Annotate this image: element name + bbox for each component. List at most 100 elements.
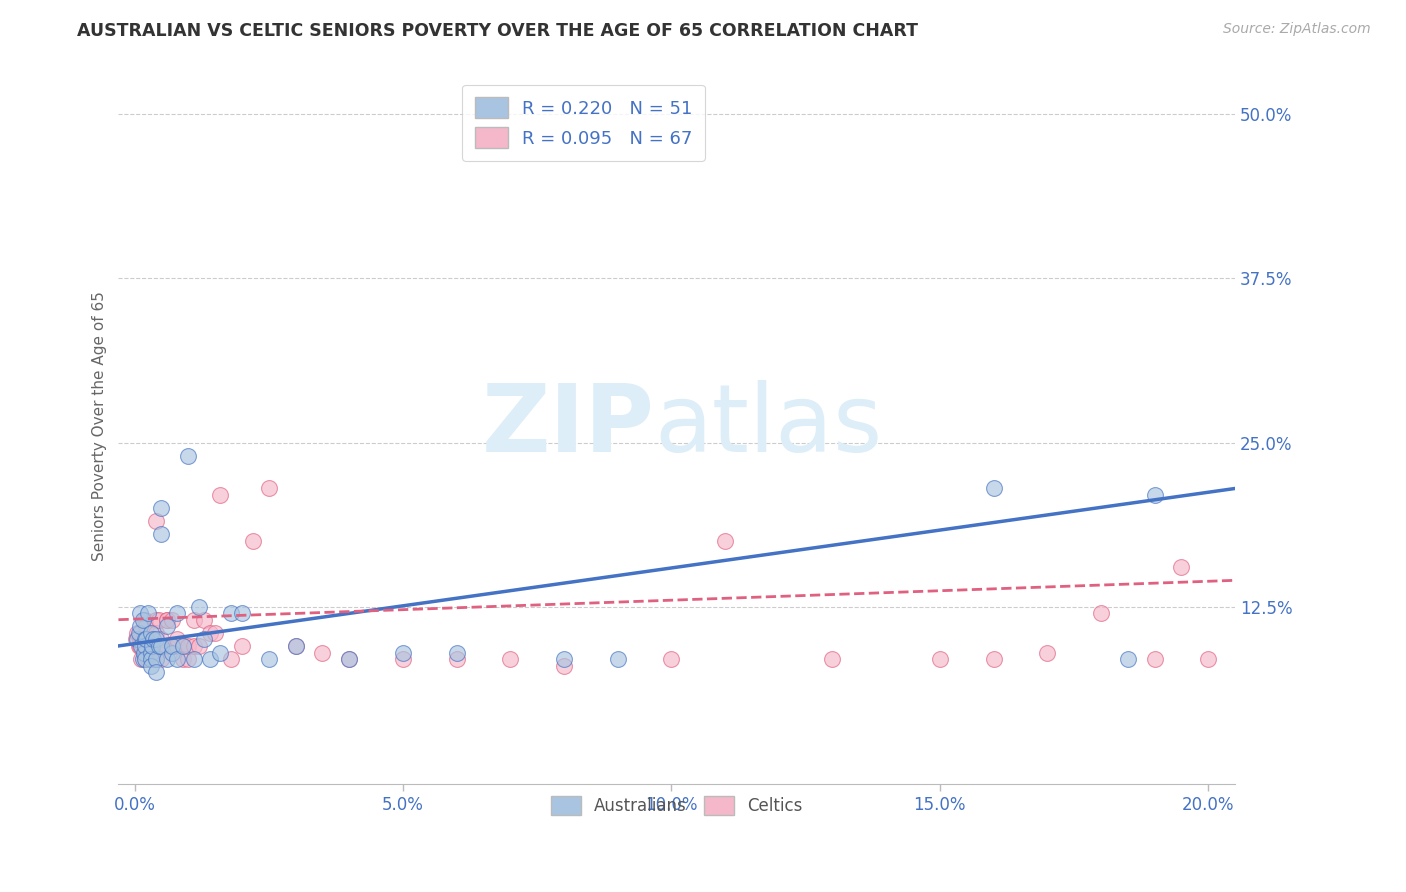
Point: [172, 639, 194, 653]
Point: [139, 625, 162, 640]
Point: [231, 606, 253, 620]
Point: [139, 646, 162, 660]
Point: [134, 646, 156, 660]
Point: [392, 646, 415, 660]
Point: [1116, 652, 1139, 666]
Point: [928, 652, 950, 666]
Point: [156, 619, 179, 633]
Point: [166, 632, 188, 647]
Point: [1170, 560, 1192, 574]
Point: [219, 606, 242, 620]
Point: [150, 632, 173, 647]
Point: [127, 632, 149, 647]
Text: ZIP: ZIP: [482, 380, 654, 472]
Point: [145, 514, 167, 528]
Point: [136, 652, 159, 666]
Point: [172, 652, 194, 666]
Point: [139, 658, 162, 673]
Point: [446, 652, 468, 666]
Point: [284, 639, 307, 653]
Point: [188, 639, 211, 653]
Point: [135, 619, 157, 633]
Point: [136, 606, 159, 620]
Point: [198, 625, 221, 640]
Point: [150, 639, 173, 653]
Point: [141, 639, 163, 653]
Point: [129, 625, 152, 640]
Point: [231, 639, 253, 653]
Point: [160, 639, 183, 653]
Point: [160, 639, 183, 653]
Point: [145, 613, 167, 627]
Point: [156, 639, 179, 653]
Point: [983, 652, 1005, 666]
Point: [156, 652, 179, 666]
Point: [139, 652, 162, 666]
Point: [128, 625, 150, 640]
Point: [139, 639, 162, 653]
Point: [134, 632, 156, 647]
Point: [148, 613, 170, 627]
Point: [131, 639, 153, 653]
Point: [142, 632, 165, 647]
Point: [134, 613, 156, 627]
Point: [661, 652, 683, 666]
Point: [139, 639, 162, 653]
Point: [166, 639, 188, 653]
Point: [131, 632, 153, 647]
Text: Source: ZipAtlas.com: Source: ZipAtlas.com: [1223, 22, 1371, 37]
Text: atlas: atlas: [654, 380, 883, 472]
Point: [1143, 652, 1166, 666]
Point: [983, 482, 1005, 496]
Point: [257, 482, 280, 496]
Point: [209, 646, 232, 660]
Point: [145, 625, 167, 640]
Point: [499, 652, 522, 666]
Point: [177, 652, 200, 666]
Point: [139, 652, 162, 666]
Point: [204, 625, 226, 640]
Point: [127, 625, 149, 640]
Point: [166, 606, 188, 620]
Legend: Australians, Celtics: Australians, Celtics: [541, 786, 813, 825]
Point: [242, 533, 264, 548]
Point: [257, 652, 280, 666]
Point: [129, 639, 152, 653]
Point: [193, 613, 215, 627]
Point: [150, 527, 173, 541]
Point: [177, 639, 200, 653]
Point: [156, 613, 179, 627]
Point: [284, 639, 307, 653]
Point: [150, 501, 173, 516]
Point: [139, 632, 162, 647]
Point: [1036, 646, 1059, 660]
Point: [129, 619, 152, 633]
Point: [148, 639, 170, 653]
Point: [129, 606, 152, 620]
Point: [156, 613, 179, 627]
Point: [337, 652, 360, 666]
Point: [150, 652, 173, 666]
Point: [131, 613, 153, 627]
Point: [134, 639, 156, 653]
Point: [166, 652, 188, 666]
Point: [198, 652, 221, 666]
Point: [177, 449, 200, 463]
Point: [392, 652, 415, 666]
Point: [150, 639, 173, 653]
Point: [145, 632, 167, 647]
Point: [188, 599, 211, 614]
Point: [1090, 606, 1112, 620]
Point: [606, 652, 628, 666]
Point: [714, 533, 737, 548]
Point: [135, 632, 157, 647]
Point: [311, 646, 333, 660]
Point: [172, 639, 194, 653]
Point: [160, 613, 183, 627]
Point: [1197, 652, 1219, 666]
Point: [134, 652, 156, 666]
Point: [145, 652, 167, 666]
Point: [183, 652, 205, 666]
Text: AUSTRALIAN VS CELTIC SENIORS POVERTY OVER THE AGE OF 65 CORRELATION CHART: AUSTRALIAN VS CELTIC SENIORS POVERTY OVE…: [77, 22, 918, 40]
Point: [183, 639, 205, 653]
